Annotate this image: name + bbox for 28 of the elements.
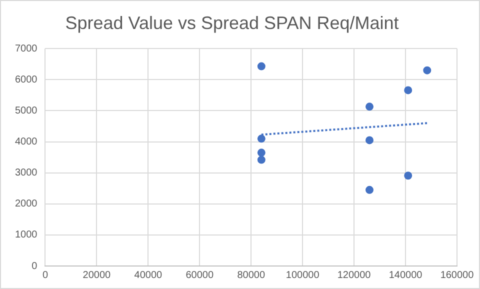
- point: [257, 156, 266, 164]
- y-tick-label: 4000: [14, 136, 38, 148]
- y-tick-label: 5000: [14, 105, 38, 116]
- point: [366, 186, 374, 194]
- point: [257, 62, 266, 70]
- y-tick-label: 1000: [14, 230, 38, 241]
- x-tick-label: 20000: [82, 270, 112, 281]
- point: [257, 134, 266, 143]
- x-tick-label: 80000: [237, 270, 266, 281]
- point: [366, 102, 374, 111]
- x-tick-label: 0: [42, 270, 48, 281]
- x-tick-label: 120000: [337, 270, 372, 281]
- point: [404, 172, 412, 180]
- x-tick-label: 140000: [388, 270, 423, 281]
- x-tick-label: 100000: [286, 270, 320, 281]
- point: [257, 148, 266, 157]
- x-tick-label: 160000: [440, 270, 474, 281]
- y-tick-label: 0: [32, 260, 38, 272]
- point: [423, 66, 432, 74]
- y-tick-label: 2000: [14, 198, 38, 210]
- point: [404, 86, 412, 94]
- y-tick-label: 3000: [14, 168, 38, 179]
- y-tick-label: 7000: [14, 43, 38, 54]
- y-tick-label: 6000: [14, 74, 38, 86]
- chart-title: Spread Value vs Spread SPAN Req/Maint: [65, 12, 399, 33]
- point: [366, 136, 374, 144]
- x-tick-label: 40000: [134, 270, 163, 281]
- x-tick-label: 60000: [186, 270, 214, 281]
